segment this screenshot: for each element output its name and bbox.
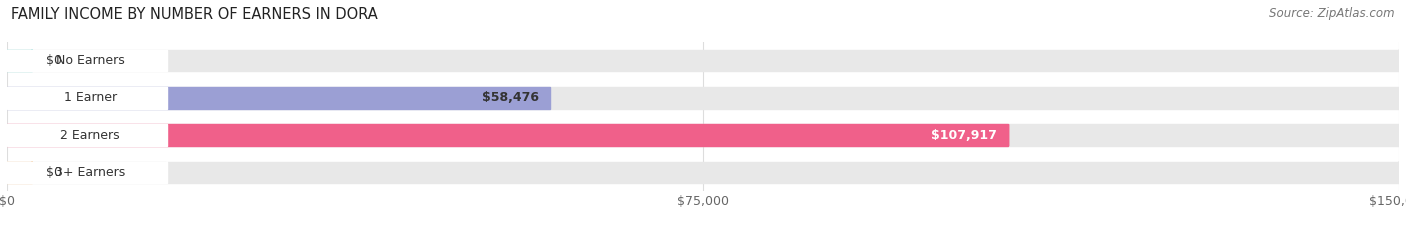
Bar <box>7 124 1008 146</box>
Bar <box>7 124 167 146</box>
Bar <box>7 50 167 71</box>
Text: $0: $0 <box>46 166 62 179</box>
Bar <box>7 87 167 109</box>
Text: 1 Earner: 1 Earner <box>63 91 117 104</box>
Text: FAMILY INCOME BY NUMBER OF EARNERS IN DORA: FAMILY INCOME BY NUMBER OF EARNERS IN DO… <box>11 7 378 22</box>
Text: Source: ZipAtlas.com: Source: ZipAtlas.com <box>1270 7 1395 20</box>
Bar <box>7 50 32 71</box>
Bar <box>7 87 1399 109</box>
Text: $58,476: $58,476 <box>481 91 538 104</box>
Bar <box>7 50 1399 71</box>
Bar <box>7 162 1399 183</box>
Bar <box>7 162 167 183</box>
Text: 3+ Earners: 3+ Earners <box>55 166 125 179</box>
Bar <box>7 162 32 183</box>
Bar <box>7 87 550 109</box>
Text: No Earners: No Earners <box>56 54 125 67</box>
Text: $0: $0 <box>46 54 62 67</box>
Text: $107,917: $107,917 <box>931 129 997 142</box>
Bar <box>7 124 1399 146</box>
Text: 2 Earners: 2 Earners <box>60 129 120 142</box>
